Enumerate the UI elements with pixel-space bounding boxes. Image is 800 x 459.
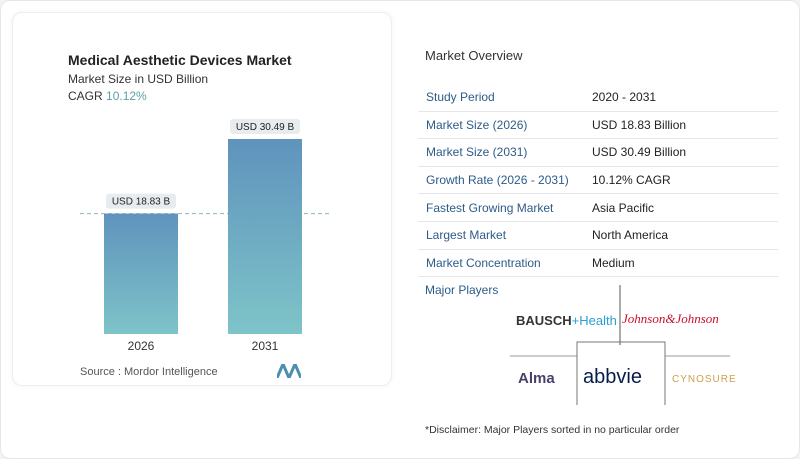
x-tick-label: 2026 [128, 339, 155, 353]
source: Source : Mordor Intelligence [80, 366, 218, 378]
row-key: Market Size (2026) [418, 111, 584, 140]
cagr: CAGR 10.12% [68, 89, 147, 103]
cagr-value: 10.12% [106, 89, 147, 103]
cynosure-logo: CYNOSURE [672, 374, 737, 385]
overview-row: Market Size (2031) USD 30.49 Billion [418, 138, 778, 167]
bar-chart: USD 18.83 B 2026 USD 30.49 B 2031 [80, 119, 330, 353]
bausch-health-logo: BAUSCH+Health [516, 313, 617, 328]
bar-2026 [104, 213, 178, 334]
row-key: Market Concentration [418, 249, 584, 278]
row-value: 2020 - 2031 [584, 84, 778, 112]
row-key: Fastest Growing Market [418, 193, 584, 222]
x-tick-label: 2031 [252, 339, 279, 353]
data-label-bg [230, 119, 300, 134]
overview-title: Market Overview [425, 48, 523, 63]
row-value: North America [584, 221, 778, 250]
mordor-logo-icon [277, 364, 301, 378]
overview-row: Market Concentration Medium [418, 249, 778, 278]
data-label: USD 30.49 B [236, 122, 295, 133]
alma-logo: Alma [518, 370, 555, 387]
row-value: 10.12% CAGR [584, 166, 778, 195]
data-label-bg [106, 193, 176, 209]
disclaimer: *Disclaimer: Major Players sorted in no … [425, 424, 680, 436]
overview-table: Study Period 2020 - 2031 Market Size (2026… [418, 84, 778, 278]
logo-grid-lines [510, 285, 730, 405]
row-key: Market Size (2031) [418, 138, 584, 167]
row-value: Medium [584, 249, 778, 278]
chart-card [12, 12, 392, 386]
overview-row: Study Period 2020 - 2031 [418, 84, 778, 112]
abbvie-logo: abbvie [583, 366, 642, 388]
chart-subtitle: Market Size in USD Billion [68, 72, 209, 86]
overview-row: Largest Market North America [418, 221, 778, 250]
row-key: Growth Rate (2026 - 2031) [418, 166, 584, 195]
cagr-label: CAGR [68, 89, 103, 103]
row-key: Study Period [418, 84, 584, 112]
chart-title: Medical Aesthetic Devices Market [68, 52, 292, 68]
overview-row: Growth Rate (2026 - 2031) 10.12% CAGR [418, 166, 778, 195]
bar-2031 [228, 139, 302, 334]
row-value: USD 30.49 Billion [584, 138, 778, 167]
row-key: Largest Market [418, 221, 584, 250]
row-value: USD 18.83 Billion [584, 111, 778, 140]
johnson-johnson-logo: Johnson&Johnson [622, 311, 719, 326]
overview-row: Fastest Growing Market Asia Pacific [418, 193, 778, 222]
overview-row: Market Size (2026) USD 18.83 Billion [418, 111, 778, 140]
row-value: Asia Pacific [584, 193, 778, 222]
data-label: USD 18.83 B [112, 197, 171, 208]
major-players-title: Major Players [425, 283, 499, 297]
